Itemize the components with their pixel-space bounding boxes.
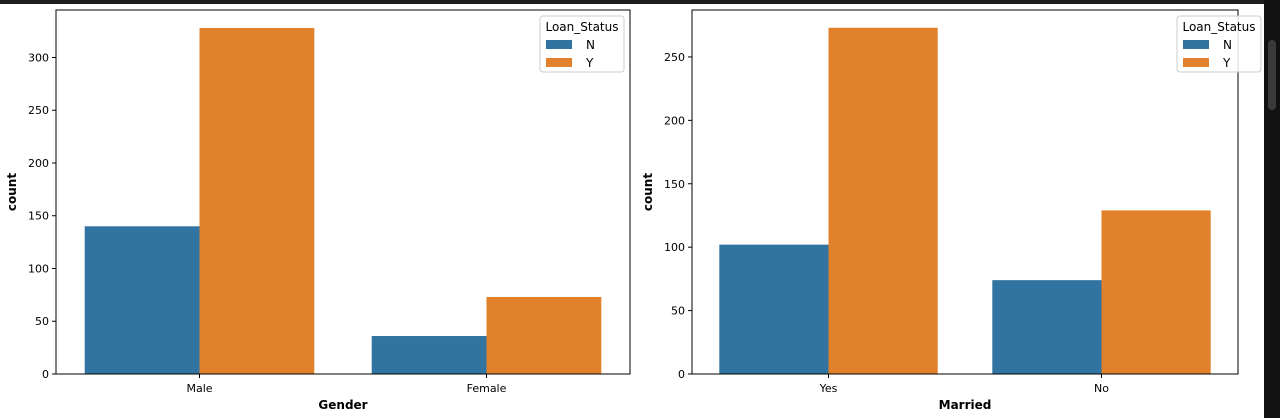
chart-2: 0 50 100 150 200 250 Yes No Married count Loan_Sta…: [641, 9, 1262, 412]
legend-swatch-N: [1183, 40, 1209, 49]
legend-title: Loan_Status: [545, 20, 618, 34]
y-axis-label: count: [5, 173, 19, 211]
y-tick-label: 100: [28, 262, 49, 275]
bar-Y-female: [486, 296, 602, 374]
y-tick-label: 50: [35, 315, 49, 328]
y-tick-label: 150: [28, 210, 49, 223]
legend-entry-Y: Y: [585, 56, 594, 70]
x-axis-label: Gender: [318, 398, 367, 412]
y-tick-label: 250: [28, 104, 49, 117]
y-tick-label: 0: [678, 368, 685, 381]
y-tick-label: 200: [28, 157, 49, 170]
bar-N-female: [371, 336, 487, 374]
y-tick-label: 200: [664, 114, 685, 127]
scrollbar-thumb[interactable]: [1268, 40, 1276, 110]
bar-N-no: [992, 280, 1102, 374]
legend-swatch-N: [546, 40, 572, 49]
y-tick-label: 150: [664, 178, 685, 191]
bar-Y-yes: [828, 27, 938, 374]
y-axis-label: count: [641, 173, 655, 211]
x-tick-label: Male: [186, 382, 212, 395]
legend: Loan_Status NY: [539, 15, 625, 73]
plot-frame: [691, 9, 1239, 375]
y-tick-label: 100: [664, 241, 685, 254]
x-tick-label: No: [1094, 382, 1109, 395]
chart-1: 0 50 100 150 200 250 300 Male Female Gender count L…: [5, 9, 631, 412]
legend-swatch-Y: [546, 58, 572, 67]
bar-Y-male: [199, 27, 315, 375]
legend-entry-N: N: [586, 38, 595, 52]
legend-title: Loan_Status: [1182, 20, 1255, 34]
y-tick-label: 300: [28, 51, 49, 64]
bar-Y-no: [1101, 210, 1211, 374]
x-axis-label: Married: [939, 398, 992, 412]
x-tick-label: Yes: [819, 382, 838, 395]
bar-N-yes: [719, 244, 829, 374]
y-tick-label: 250: [664, 51, 685, 64]
legend-entry-Y: Y: [1222, 56, 1231, 70]
plot-frame: [55, 9, 631, 375]
bar-N-male: [84, 226, 200, 374]
y-tick-label: 0: [42, 368, 49, 381]
window-top-strip: [0, 0, 1280, 4]
legend: Loan_Status NY: [1176, 15, 1262, 73]
legend-swatch-Y: [1183, 58, 1209, 67]
x-tick-label: Female: [467, 382, 507, 395]
legend-entry-N: N: [1223, 38, 1232, 52]
y-tick-label: 50: [671, 305, 685, 318]
